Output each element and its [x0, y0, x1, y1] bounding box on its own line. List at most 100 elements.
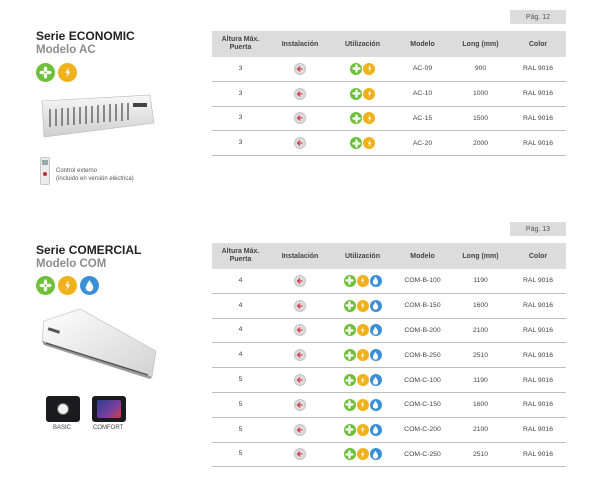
usage-icons — [331, 398, 394, 411]
page-number-badge: Pág. 13 — [510, 222, 566, 236]
model-cell: COM-C-250 — [404, 450, 441, 458]
model-cell: COM-B-100 — [404, 277, 441, 285]
usage-icons — [331, 137, 394, 150]
water-icon — [369, 398, 382, 411]
heat-icon — [58, 276, 77, 295]
heat-icon — [356, 398, 369, 411]
install-arrow-icon — [294, 299, 306, 312]
comfort-controller-label: COMFORT — [93, 425, 124, 431]
fan-icon — [343, 299, 356, 312]
length-cell: 2510 — [472, 450, 489, 458]
comercial-feature-icons — [36, 276, 99, 295]
length-cell: 2100 — [472, 326, 489, 334]
install-arrow-icon — [294, 112, 306, 125]
fan-icon — [350, 62, 362, 75]
table-row: 5 COM-C-200 2100 RAL 9016 — [212, 418, 566, 443]
color-cell: RAL 9016 — [523, 65, 553, 73]
door-height-cell: 3 — [238, 89, 243, 97]
table-row: 3 AC-10 1000 RAL 9016 — [212, 82, 566, 107]
heat-icon — [363, 62, 375, 75]
fan-icon — [350, 112, 362, 125]
length-cell: 1190 — [473, 376, 488, 384]
door-height-cell: 4 — [238, 326, 243, 334]
water-icon — [369, 274, 382, 287]
fan-icon — [343, 324, 356, 337]
door-height-cell: 5 — [238, 425, 243, 433]
heat-icon — [356, 448, 369, 461]
table-header: Altura Máx. Puerta Instalación Utilizació… — [212, 243, 566, 269]
series-title-comercial: Serie COMERCIAL — [36, 243, 142, 257]
color-cell: RAL 9016 — [523, 376, 553, 384]
air-curtain-ac-image — [41, 94, 155, 138]
heat-icon — [356, 299, 369, 312]
model-cell: COM-B-150 — [404, 302, 441, 310]
color-cell: RAL 9016 — [523, 426, 553, 434]
install-arrow-icon — [294, 423, 306, 436]
table-row: 5 COM-C-100 1190 RAL 9016 — [212, 368, 566, 393]
length-cell: 2100 — [472, 426, 489, 434]
usage-icons — [331, 274, 394, 287]
table-row: 5 COM-C-250 2510 RAL 9016 — [212, 443, 566, 468]
install-arrow-icon — [294, 349, 306, 362]
length-cell: 1000 — [472, 90, 489, 98]
color-cell: RAL 9016 — [523, 277, 553, 285]
install-arrow-icon — [294, 87, 306, 100]
model-cell: AC-09 — [412, 65, 433, 73]
table-row: 3 AC-09 900 RAL 9016 — [212, 57, 566, 82]
door-height-cell: 3 — [238, 139, 243, 147]
heat-icon — [356, 349, 369, 362]
air-curtain-com-image — [41, 308, 157, 379]
fan-icon — [343, 274, 356, 287]
heat-icon — [363, 112, 375, 125]
page-number-badge: Pág. 12 — [510, 10, 566, 24]
heat-icon — [363, 137, 375, 150]
install-arrow-icon — [294, 374, 306, 387]
model-cell: AC-10 — [412, 90, 433, 98]
color-cell: RAL 9016 — [523, 139, 553, 147]
heat-icon — [356, 274, 369, 287]
length-cell: 2000 — [472, 139, 489, 147]
comfort-controller-image — [92, 396, 126, 422]
color-cell: RAL 9016 — [523, 450, 553, 458]
usage-icons — [331, 87, 394, 100]
usage-icons — [331, 374, 394, 387]
usage-icons — [331, 62, 394, 75]
model-cell: COM-B-200 — [404, 326, 441, 334]
length-cell: 1500 — [472, 114, 489, 122]
model-cell: AC-20 — [412, 139, 433, 147]
heat-icon — [58, 63, 77, 82]
length-cell: 1600 — [472, 401, 489, 409]
usage-icons — [331, 324, 394, 337]
economic-spec-table: Altura Máx. Puerta Instalación Utilizació… — [212, 31, 566, 157]
fan-icon — [343, 398, 356, 411]
water-icon — [369, 374, 382, 387]
length-cell: 900 — [474, 65, 487, 73]
color-cell: RAL 9016 — [523, 326, 553, 334]
water-icon — [369, 324, 382, 337]
usage-icons — [331, 423, 394, 436]
install-arrow-icon — [294, 137, 306, 150]
usage-icons — [331, 112, 394, 125]
table-row: 4 COM-B-250 2510 RAL 9016 — [212, 343, 566, 369]
water-icon — [80, 276, 99, 295]
color-cell: RAL 9016 — [523, 302, 553, 310]
heat-icon — [356, 324, 369, 337]
model-cell: AC-15 — [412, 114, 433, 122]
door-height-cell: 3 — [238, 64, 243, 72]
fan-icon — [343, 448, 356, 461]
length-cell: 2510 — [472, 351, 489, 359]
color-cell: RAL 9016 — [523, 351, 553, 359]
fan-icon — [36, 276, 55, 295]
remote-caption: Control externo (incluido en versión elé… — [56, 168, 134, 182]
model-title-com: Modelo COM — [36, 258, 107, 270]
fan-icon — [343, 423, 356, 436]
usage-icons — [331, 349, 394, 362]
model-title-ac: Modelo AC — [36, 44, 96, 56]
fan-icon — [350, 137, 362, 150]
install-arrow-icon — [294, 62, 306, 75]
table-row: 4 COM-B-150 1600 RAL 9016 — [212, 294, 566, 319]
heat-icon — [363, 87, 375, 100]
table-header: Altura Máx. Puerta Instalación Utilizació… — [212, 31, 566, 57]
model-cell: COM-C-100 — [404, 376, 441, 384]
door-height-cell: 4 — [238, 301, 243, 309]
